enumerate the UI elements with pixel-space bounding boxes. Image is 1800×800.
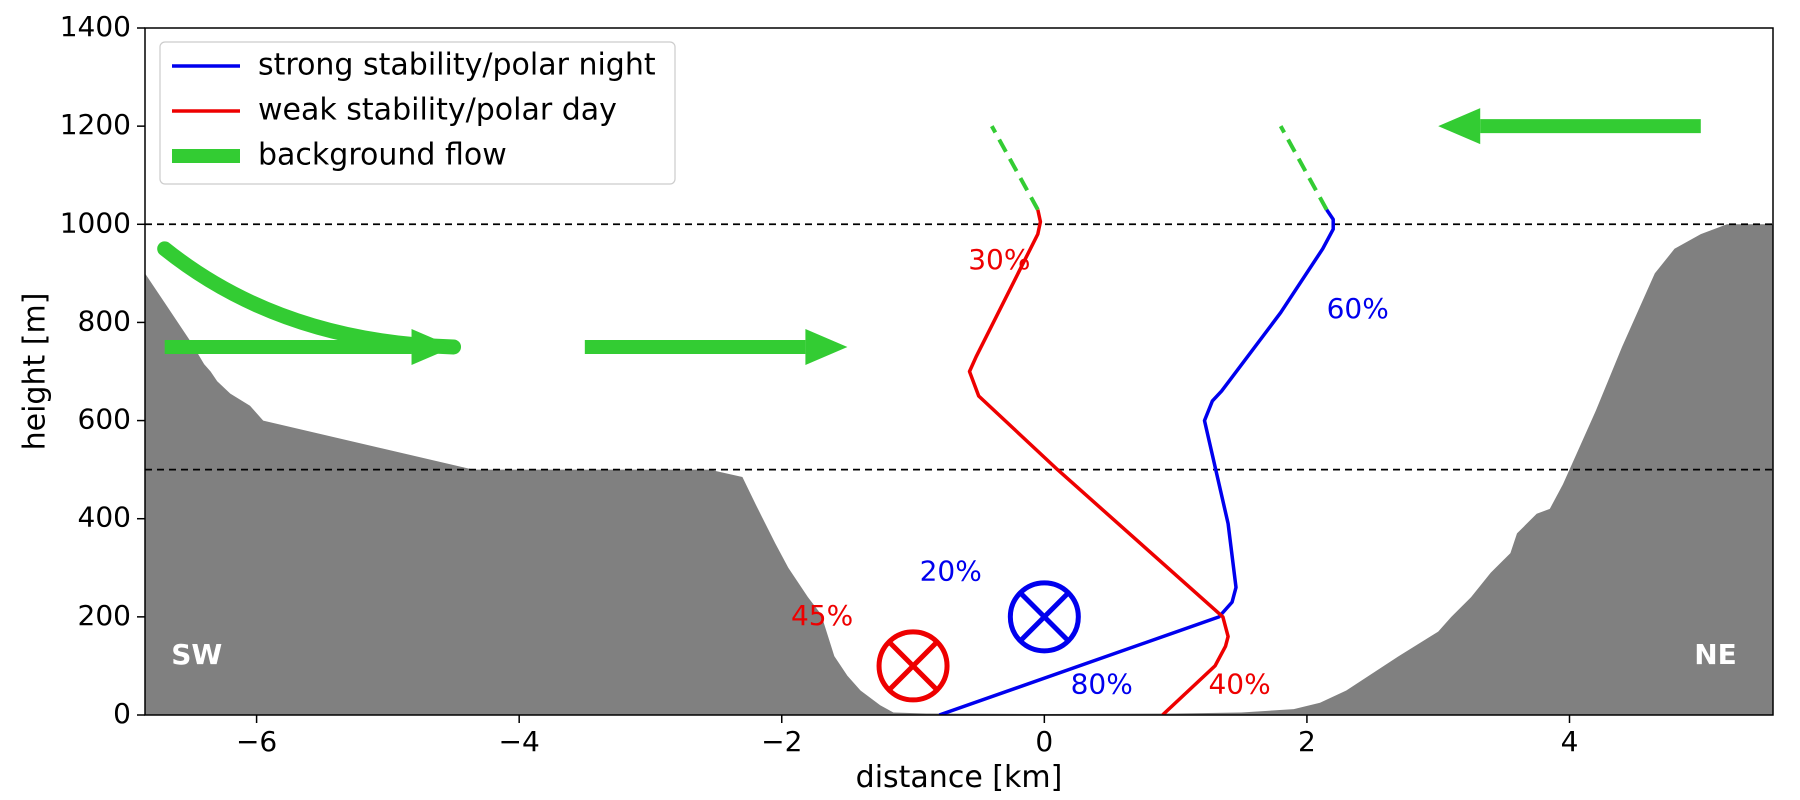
y-tick-label: 400 <box>78 501 131 534</box>
legend-label-2: weak stability/polar day <box>258 93 617 128</box>
y-tick-label: 1200 <box>60 108 131 141</box>
plot-area: 30% 60% 20% 45% 80% 40% SW NE <box>145 108 1773 715</box>
weak-stability-profile-line <box>967 209 1230 715</box>
x-tick-label: 4 <box>1561 725 1579 758</box>
percentage-label: 45% <box>791 599 853 632</box>
background-flow-curve <box>157 241 462 355</box>
x-tick-label: 2 <box>1298 725 1316 758</box>
x-tick-label: −2 <box>761 725 802 758</box>
legend-label-1: strong stability/polar night <box>258 48 656 83</box>
y-tick-label: 1000 <box>60 206 131 239</box>
marker-cross-b <box>888 641 938 691</box>
plot-content: 30% 60% 20% 45% 80% 40% SW NE <box>145 108 1773 715</box>
y-tick-label: 200 <box>78 599 131 632</box>
direction-label: NE <box>1694 638 1737 671</box>
axis-ticks: −6 −4 −2 0 2 4 0 200 400 600 800 1000 1200 1400 <box>60 10 1579 758</box>
percentage-label: 80% <box>1071 668 1133 701</box>
into-page-marker-1 <box>1007 580 1081 654</box>
marker-circle <box>1007 580 1081 654</box>
y-tick-label: 600 <box>78 403 131 436</box>
legend-box <box>159 41 676 185</box>
flow-arrow-head-3 <box>1438 108 1481 145</box>
flow-arrow-head-2 <box>805 328 848 365</box>
axes-frame <box>144 27 1774 716</box>
strong-stability-profile-extension <box>1278 125 1329 211</box>
x-tick-label: 0 <box>1035 725 1053 758</box>
strong-stability-profile-line <box>938 208 1335 715</box>
into-page-marker-2 <box>876 629 950 703</box>
terrain-profile <box>145 224 1773 715</box>
y-axis-label: height [m] <box>18 293 53 451</box>
legend-label-3: background flow <box>258 138 507 173</box>
percentage-label: 40% <box>1208 668 1270 701</box>
y-tick-label: 1400 <box>60 10 131 43</box>
weak-stability-profile-extension <box>990 125 1040 211</box>
x-tick-label: −6 <box>236 725 277 758</box>
percentage-label: 30% <box>968 243 1030 276</box>
flow-arrow-head-1 <box>411 328 454 365</box>
direction-label: SW <box>171 638 222 671</box>
y-tick-label: 800 <box>78 304 131 337</box>
x-axis-label: distance [km] <box>856 760 1063 795</box>
y-tick-label: 0 <box>113 697 131 730</box>
x-tick-label: −4 <box>499 725 540 758</box>
marker-cross-b <box>1019 591 1070 642</box>
percentage-label: 60% <box>1327 292 1389 325</box>
percentage-label: 20% <box>920 555 982 588</box>
marker-circle <box>876 629 950 703</box>
legend: strong stability/polar night weak stabili… <box>159 41 676 185</box>
